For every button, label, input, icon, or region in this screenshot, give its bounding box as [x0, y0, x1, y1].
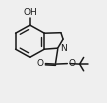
Text: OH: OH	[23, 8, 37, 17]
Text: O: O	[37, 59, 44, 68]
Text: O: O	[69, 59, 76, 68]
Text: N: N	[60, 44, 67, 53]
